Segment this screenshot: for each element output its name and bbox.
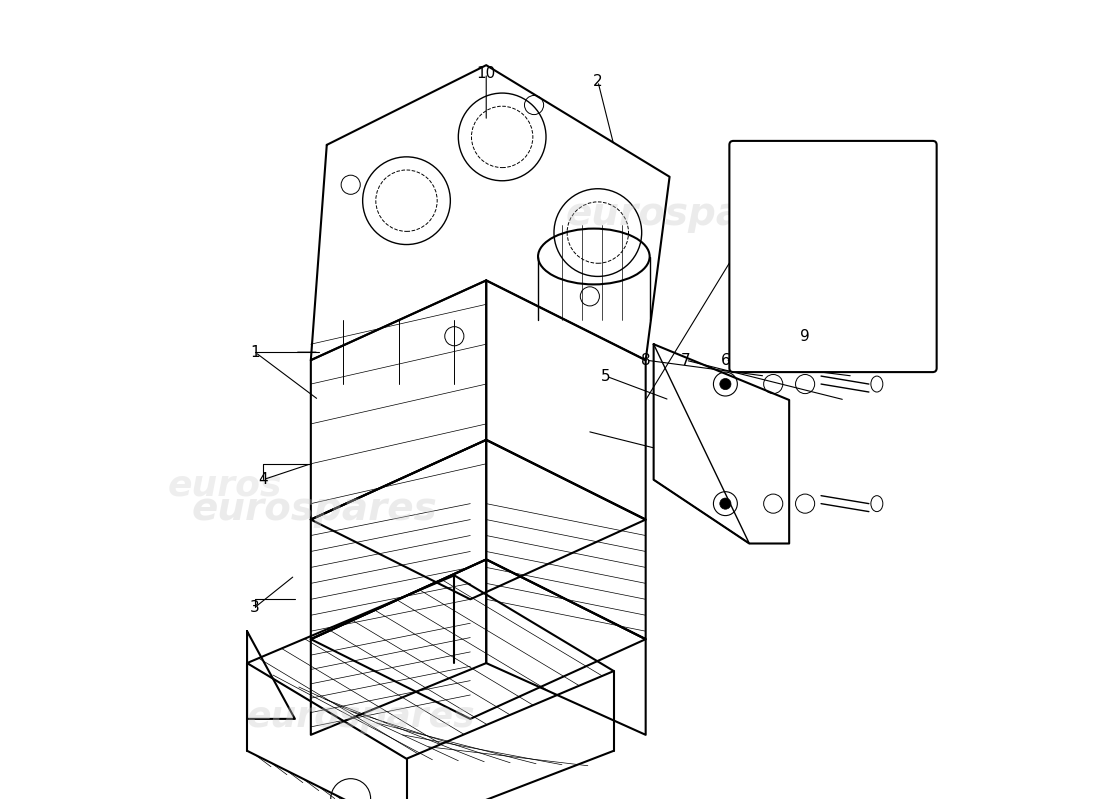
Text: 3: 3: [250, 600, 260, 614]
Text: 8: 8: [641, 353, 650, 368]
Text: 9: 9: [800, 329, 810, 344]
Text: 10: 10: [476, 66, 496, 81]
Text: 7: 7: [681, 353, 691, 368]
Circle shape: [719, 378, 732, 390]
Text: 5: 5: [601, 369, 610, 383]
Text: 1: 1: [250, 345, 260, 360]
Circle shape: [719, 498, 732, 510]
Text: 2: 2: [593, 74, 603, 89]
Text: eurospares: eurospares: [565, 194, 812, 233]
Text: eurospares: eurospares: [191, 490, 437, 527]
Text: 6: 6: [720, 353, 730, 368]
Text: eurospares: eurospares: [248, 700, 475, 734]
Text: euros: euros: [167, 469, 282, 502]
Text: 4: 4: [258, 472, 267, 487]
FancyBboxPatch shape: [729, 141, 937, 372]
